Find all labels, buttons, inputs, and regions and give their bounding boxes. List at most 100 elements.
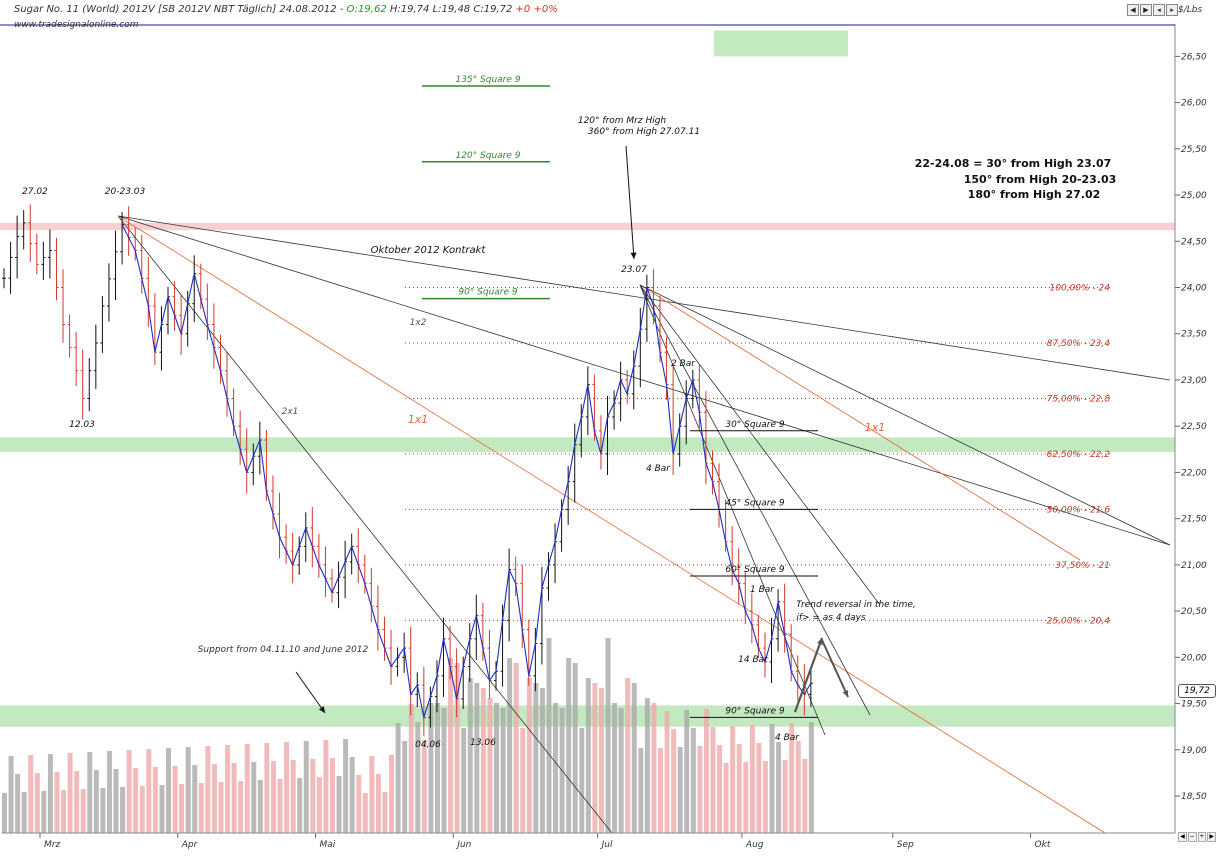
scroll-right-icon[interactable]: ▶ (1140, 4, 1152, 16)
volume-bar (644, 698, 650, 833)
volume-bar (553, 703, 559, 833)
volume-bar (179, 784, 185, 833)
volume-bar (395, 723, 401, 833)
volume-bar (697, 746, 703, 833)
volume-bar (277, 779, 283, 833)
fan-line (117, 215, 1171, 381)
volume-bar (539, 688, 545, 833)
annotation-label: 4 Bar (646, 464, 671, 474)
volume-bar (106, 751, 112, 833)
volume-bar (677, 747, 683, 833)
volume-bar (316, 777, 322, 833)
x-tick-label: Sep (897, 840, 914, 850)
y-tick-label: 20,50 (1181, 607, 1207, 617)
zoom-in-icon[interactable]: + (1197, 832, 1207, 842)
y-tick-label: 26,00 (1181, 99, 1207, 109)
volume-bar (159, 785, 165, 833)
annotation-label: 150° from High 20-23.03 (964, 173, 1117, 186)
volume-bar (566, 658, 572, 833)
annotation-label: 2 Bar (671, 359, 696, 369)
y-tick-label: 19,50 (1181, 700, 1207, 710)
fib-label: 75,00% - 22,8 (1047, 394, 1111, 404)
volume-bar (408, 704, 414, 833)
volume-bar (500, 708, 506, 833)
volume-bar (290, 760, 296, 833)
y-tick-label: 19,00 (1181, 746, 1207, 756)
title-high: H:19,74 (389, 4, 430, 15)
square9-label: 120° Square 9 (455, 151, 520, 161)
volume-bar (717, 745, 723, 833)
volume-bar (211, 764, 217, 833)
annotation-label: 360° from High 27.07.11 (588, 127, 700, 137)
volume-bar (710, 727, 716, 833)
volume-bar (684, 710, 690, 833)
swing-line (121, 224, 812, 720)
last-price-marker: 19,72 (1178, 684, 1216, 698)
volume-bar (152, 767, 158, 833)
volume-bar (461, 728, 467, 833)
volume-bar (80, 789, 86, 833)
y-tick-label: 18,50 (1181, 792, 1207, 802)
gann-fan-lines (117, 215, 1171, 834)
volume-bar (54, 772, 60, 833)
volume-bar (579, 728, 585, 833)
volume-bar (257, 780, 263, 833)
x-tick-label: Mrz (44, 840, 60, 850)
title-close: C:19,72 (473, 4, 513, 15)
volume-bar (310, 759, 316, 833)
annotation-label: 22-24.08 = 30° from High 23.07 (915, 157, 1112, 170)
volume-bar (690, 728, 696, 833)
annotation-label: 120° from Mrz High (578, 116, 667, 126)
volume-bar (664, 711, 670, 833)
y-tick-label: 20,00 (1181, 653, 1207, 663)
y-tick-label: 22,00 (1181, 468, 1207, 478)
volume-bar (8, 756, 14, 833)
fan-line (117, 215, 1106, 834)
title-open: O:19,62 (346, 4, 387, 15)
volume-bar (782, 760, 788, 833)
arrow-line (794, 637, 823, 713)
volume-bar (218, 782, 224, 833)
scroll-right-icon[interactable]: ▶ (1207, 832, 1216, 842)
y-tick-label: 23,50 (1181, 330, 1207, 340)
volume-bar (323, 740, 329, 833)
y-axis: 26,50 26,00 25,50 25,00 24,50 24,00 23,50 23,00… (0, 24, 1207, 833)
square9-level-label: 90° Square 9 (725, 706, 785, 716)
zoom-out-icon[interactable]: − (1187, 832, 1197, 842)
y-tick-label: 23,00 (1181, 376, 1207, 386)
volume-bar (703, 709, 709, 833)
volume-bar (172, 766, 178, 833)
fan-line (117, 215, 1171, 546)
annotation-label: 1x2 (410, 318, 427, 328)
scroll-left-icon[interactable]: ◀ (1127, 4, 1139, 16)
volume-bars (2, 638, 814, 833)
scroll-left-icon[interactable]: ◀ (1178, 832, 1187, 842)
zoom-out-icon[interactable]: ◂ (1153, 4, 1165, 16)
volume-bar (133, 768, 139, 833)
volume-bar (546, 638, 552, 833)
volume-bar (139, 786, 145, 833)
volume-bar (769, 724, 775, 833)
volume-bar (487, 698, 493, 833)
x-tick-label: Jul (600, 840, 613, 850)
y-tick-label: 21,50 (1181, 515, 1207, 525)
volume-bar (389, 755, 395, 833)
volume-bar (448, 658, 454, 833)
volume-bar (251, 762, 257, 833)
annotation-label: Trend reversal in the time, (796, 600, 916, 610)
volume-bar (402, 741, 408, 833)
y-tick-label: 25,50 (1181, 145, 1207, 155)
volume-bar (585, 678, 591, 833)
annotation-label: Oktober 2012 Kontrakt (371, 245, 487, 256)
fib-label: 62,50% - 22,2 (1047, 450, 1111, 460)
volume-bar (34, 773, 40, 833)
arrow-head (630, 252, 637, 259)
y-tick-label: 24,50 (1181, 237, 1207, 247)
volume-bar (238, 781, 244, 833)
volume-bar (303, 741, 309, 833)
zoom-in-icon[interactable]: ▸ (1166, 4, 1178, 16)
volume-bar (743, 762, 749, 833)
volume-bar (146, 749, 152, 833)
chart-title-bar: Sugar No. 11 (World) 2012V [SB 2012V NBT… (0, 0, 1217, 20)
